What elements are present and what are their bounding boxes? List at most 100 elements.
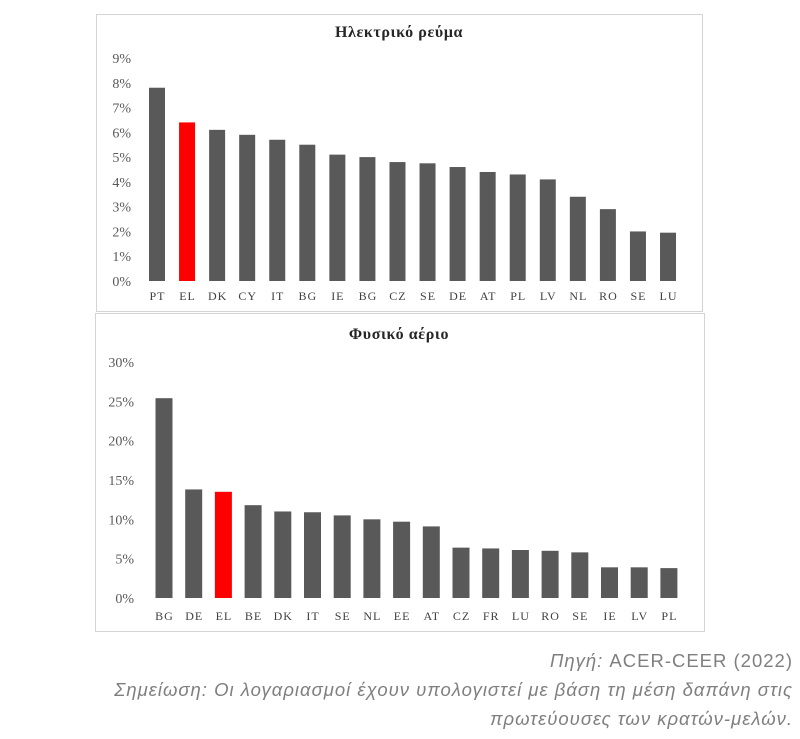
x-tick-label: DE <box>185 609 203 623</box>
y-tick-label: 8% <box>112 77 131 92</box>
bar-cz <box>389 162 406 281</box>
bar-ro <box>541 550 559 598</box>
y-tick-label: 30% <box>108 356 134 371</box>
y-tick-label: 5% <box>112 151 131 166</box>
bar-ie <box>601 567 618 598</box>
bar-se <box>419 163 436 281</box>
x-tick-label: IE <box>331 289 344 303</box>
bar-nl <box>363 519 381 598</box>
bar-nl <box>569 196 586 281</box>
x-tick-label: IE <box>603 609 616 623</box>
y-tick-label: 3% <box>112 201 131 216</box>
natural-gas-chart-svg: Φυσικό αέριο 0%5%10%15%20%25%30% BG DE EL B… <box>108 326 678 623</box>
x-tick-label: BG <box>155 609 174 623</box>
bar-cy <box>239 134 256 281</box>
bar-pl <box>509 174 526 281</box>
bar-se <box>333 515 351 598</box>
x-tick-label: PL <box>661 609 677 623</box>
x-tick-label: RO <box>599 289 618 303</box>
chart-title: Φυσικό αέριο <box>349 326 449 343</box>
y-tick-label: 10% <box>108 513 134 528</box>
bars <box>155 398 678 598</box>
x-tick-label: PL <box>510 289 526 303</box>
y-tick-label: 0% <box>115 592 134 607</box>
x-tick-label: AT <box>480 289 497 303</box>
natural-gas-chart: Φυσικό αέριο 0% 5% 10% 15% 20% 25% 30% BG DE EL B… <box>95 313 705 632</box>
bar-pl <box>660 568 678 598</box>
y-tick-label: 25% <box>108 395 134 410</box>
x-tick-label: LU <box>512 609 530 623</box>
bar-dk <box>274 511 292 598</box>
bar-dk <box>209 129 226 281</box>
bar-el <box>179 122 196 281</box>
note-line-1: Σημείωση: Οι λογαριασμοί έχουν υπολογιστ… <box>114 679 793 700</box>
bar-lu <box>660 232 677 281</box>
bar-be <box>244 505 262 598</box>
x-tick-label: DE <box>449 289 467 303</box>
x-tick-label: NL <box>363 609 381 623</box>
y-tick-label: 1% <box>112 250 131 265</box>
bar-fr <box>482 548 500 598</box>
y-tick-label: 20% <box>108 435 134 450</box>
electricity-chart-svg: Ηλεκτρικό ρεύμα 0% 1% 2% 3% 4% 5% 6% 7% 8% 9% PT E… <box>112 24 678 303</box>
bar-de <box>449 167 466 281</box>
bar-ro <box>599 209 616 281</box>
x-tick-label: FR <box>483 609 500 623</box>
y-tick-label: 6% <box>112 126 131 141</box>
bar-lv <box>630 567 648 598</box>
x-tick-label: DK <box>274 609 293 623</box>
bar-bg <box>155 398 173 598</box>
y-axis-tick-labels: 0% 1% 2% 3% 4% 5% 6% 7% 8% 9% <box>112 52 131 290</box>
bar-lu <box>511 550 529 598</box>
electricity-chart: Ηλεκτρικό ρεύμα 0% 1% 2% 3% 4% 5% 6% 7% 8% 9% PT E… <box>96 14 703 312</box>
bar-it <box>269 139 286 281</box>
source-line: Πηγή: ACER-CEER (2022) <box>114 646 793 675</box>
notes: Πηγή: ACER-CEER (2022) Σημείωση: Οι λογα… <box>114 646 793 733</box>
x-tick-label: NL <box>569 289 587 303</box>
x-tick-label: IT <box>306 609 319 623</box>
x-tick-label: RO <box>541 609 560 623</box>
source-value: ACER-CEER (2022) <box>609 650 793 671</box>
x-tick-label: CZ <box>453 609 470 623</box>
bar-it <box>304 512 321 598</box>
bar-bg <box>299 144 316 281</box>
x-tick-label: IT <box>271 289 284 303</box>
x-tick-label: BG <box>298 289 317 303</box>
x-tick-label: CY <box>238 289 257 303</box>
x-tick-label: EL <box>216 609 233 623</box>
y-tick-label: 2% <box>112 225 131 240</box>
x-axis-tick-labels: BG DE EL BE DK IT SE NL EE AT CZ FR LU RO SE IE LV PL <box>155 609 677 623</box>
x-tick-label: PT <box>149 289 165 303</box>
y-tick-label: 7% <box>112 102 131 117</box>
bar-cz <box>452 547 470 598</box>
x-tick-label: SE <box>630 289 646 303</box>
bar-at <box>479 171 496 281</box>
bar-pt <box>149 87 165 281</box>
bar-el <box>214 491 232 598</box>
x-tick-label: EL <box>179 289 196 303</box>
y-tick-label: 5% <box>115 553 134 568</box>
x-tick-label: CZ <box>389 289 406 303</box>
x-tick-label: SE <box>420 289 436 303</box>
x-tick-label: EE <box>394 609 411 623</box>
bar-de <box>185 489 203 598</box>
note-line-2: πρωτεύουσες των κρατών-μελών. <box>490 708 793 729</box>
y-tick-label: 4% <box>112 176 131 191</box>
x-tick-label: BG <box>359 289 378 303</box>
chart-title: Ηλεκτρικό ρεύμα <box>335 24 463 41</box>
bar-bg <box>359 157 376 281</box>
bar-lv <box>539 179 556 281</box>
bars <box>149 87 677 281</box>
bar-ie <box>329 154 346 281</box>
x-tick-label: BE <box>245 609 262 623</box>
bar-ee <box>393 521 411 598</box>
y-tick-label: 9% <box>112 52 131 67</box>
x-tick-label: LU <box>660 289 678 303</box>
y-axis-tick-labels: 0% 5% 10% 15% 20% 25% 30% <box>108 356 134 607</box>
y-tick-label: 0% <box>112 275 131 290</box>
source-label: Πηγή: <box>549 650 604 671</box>
x-tick-label: DK <box>208 289 227 303</box>
x-tick-label: SE <box>335 609 351 623</box>
x-tick-label: LV <box>631 609 648 623</box>
bar-at <box>422 526 440 598</box>
